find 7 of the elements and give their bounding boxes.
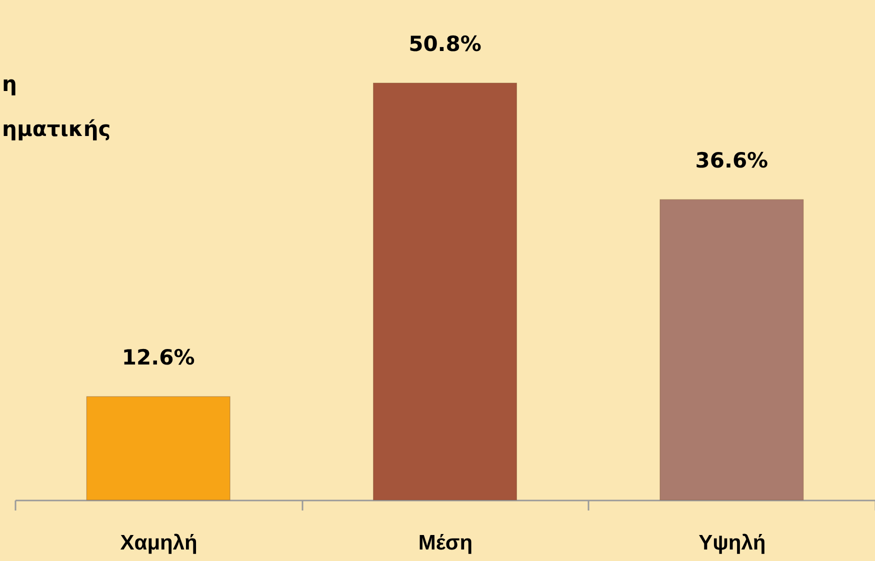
data-label: 12.6% bbox=[122, 346, 195, 370]
x-tick-label: Μέση bbox=[418, 532, 473, 554]
x-tick-label: Χαμηλή bbox=[120, 532, 198, 554]
data-label: 36.6% bbox=[695, 148, 768, 173]
x-tick-label: Υψηλή bbox=[698, 532, 766, 554]
data-label: 50.8% bbox=[408, 32, 482, 56]
text: η ηματικής bbox=[2, 72, 111, 141]
